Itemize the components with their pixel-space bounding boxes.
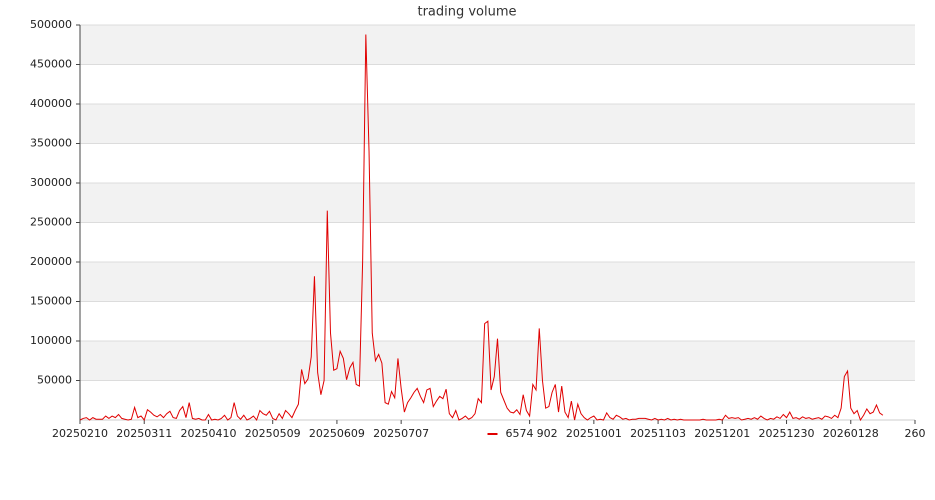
chart-title: trading volume [417,5,516,20]
y-tick-label: 500000 [30,18,72,31]
y-tick-label: 400000 [30,97,72,110]
y-tick-label: 350000 [30,137,72,150]
x-tick-label: 20251103 [630,427,686,440]
y-tick-label: 250000 [30,216,72,229]
x-tick-label: 20251001 [566,427,622,440]
grid-band [80,25,915,65]
legend-bg [501,427,538,441]
y-tick-label: 150000 [30,295,72,308]
x-tick-label: 20251230 [759,427,815,440]
series-line [79,34,884,422]
x-tick-label: 20250707 [373,427,429,440]
x-tick-label: 20250311 [116,427,172,440]
x-tick-label: 20250410 [180,427,236,440]
y-tick-label: 200000 [30,255,72,268]
y-tick-label: 50000 [37,374,72,387]
x-tick-label: 260 [905,427,926,440]
y-tick-label: 100000 [30,334,72,347]
y-tick-label: 300000 [30,176,72,189]
x-tick-label: 20260128 [823,427,879,440]
x-tick-label: 20250509 [245,427,301,440]
x-tick-label: 20250210 [52,427,108,440]
grid-band [80,104,915,144]
y-tick-label: 450000 [30,58,72,71]
x-tick-label: 20251201 [694,427,750,440]
x-tick-label: 20250609 [309,427,365,440]
legend-label: 6574 [506,427,534,440]
grid-band [80,341,915,381]
grid-band [80,183,915,223]
grid-band [80,262,915,302]
